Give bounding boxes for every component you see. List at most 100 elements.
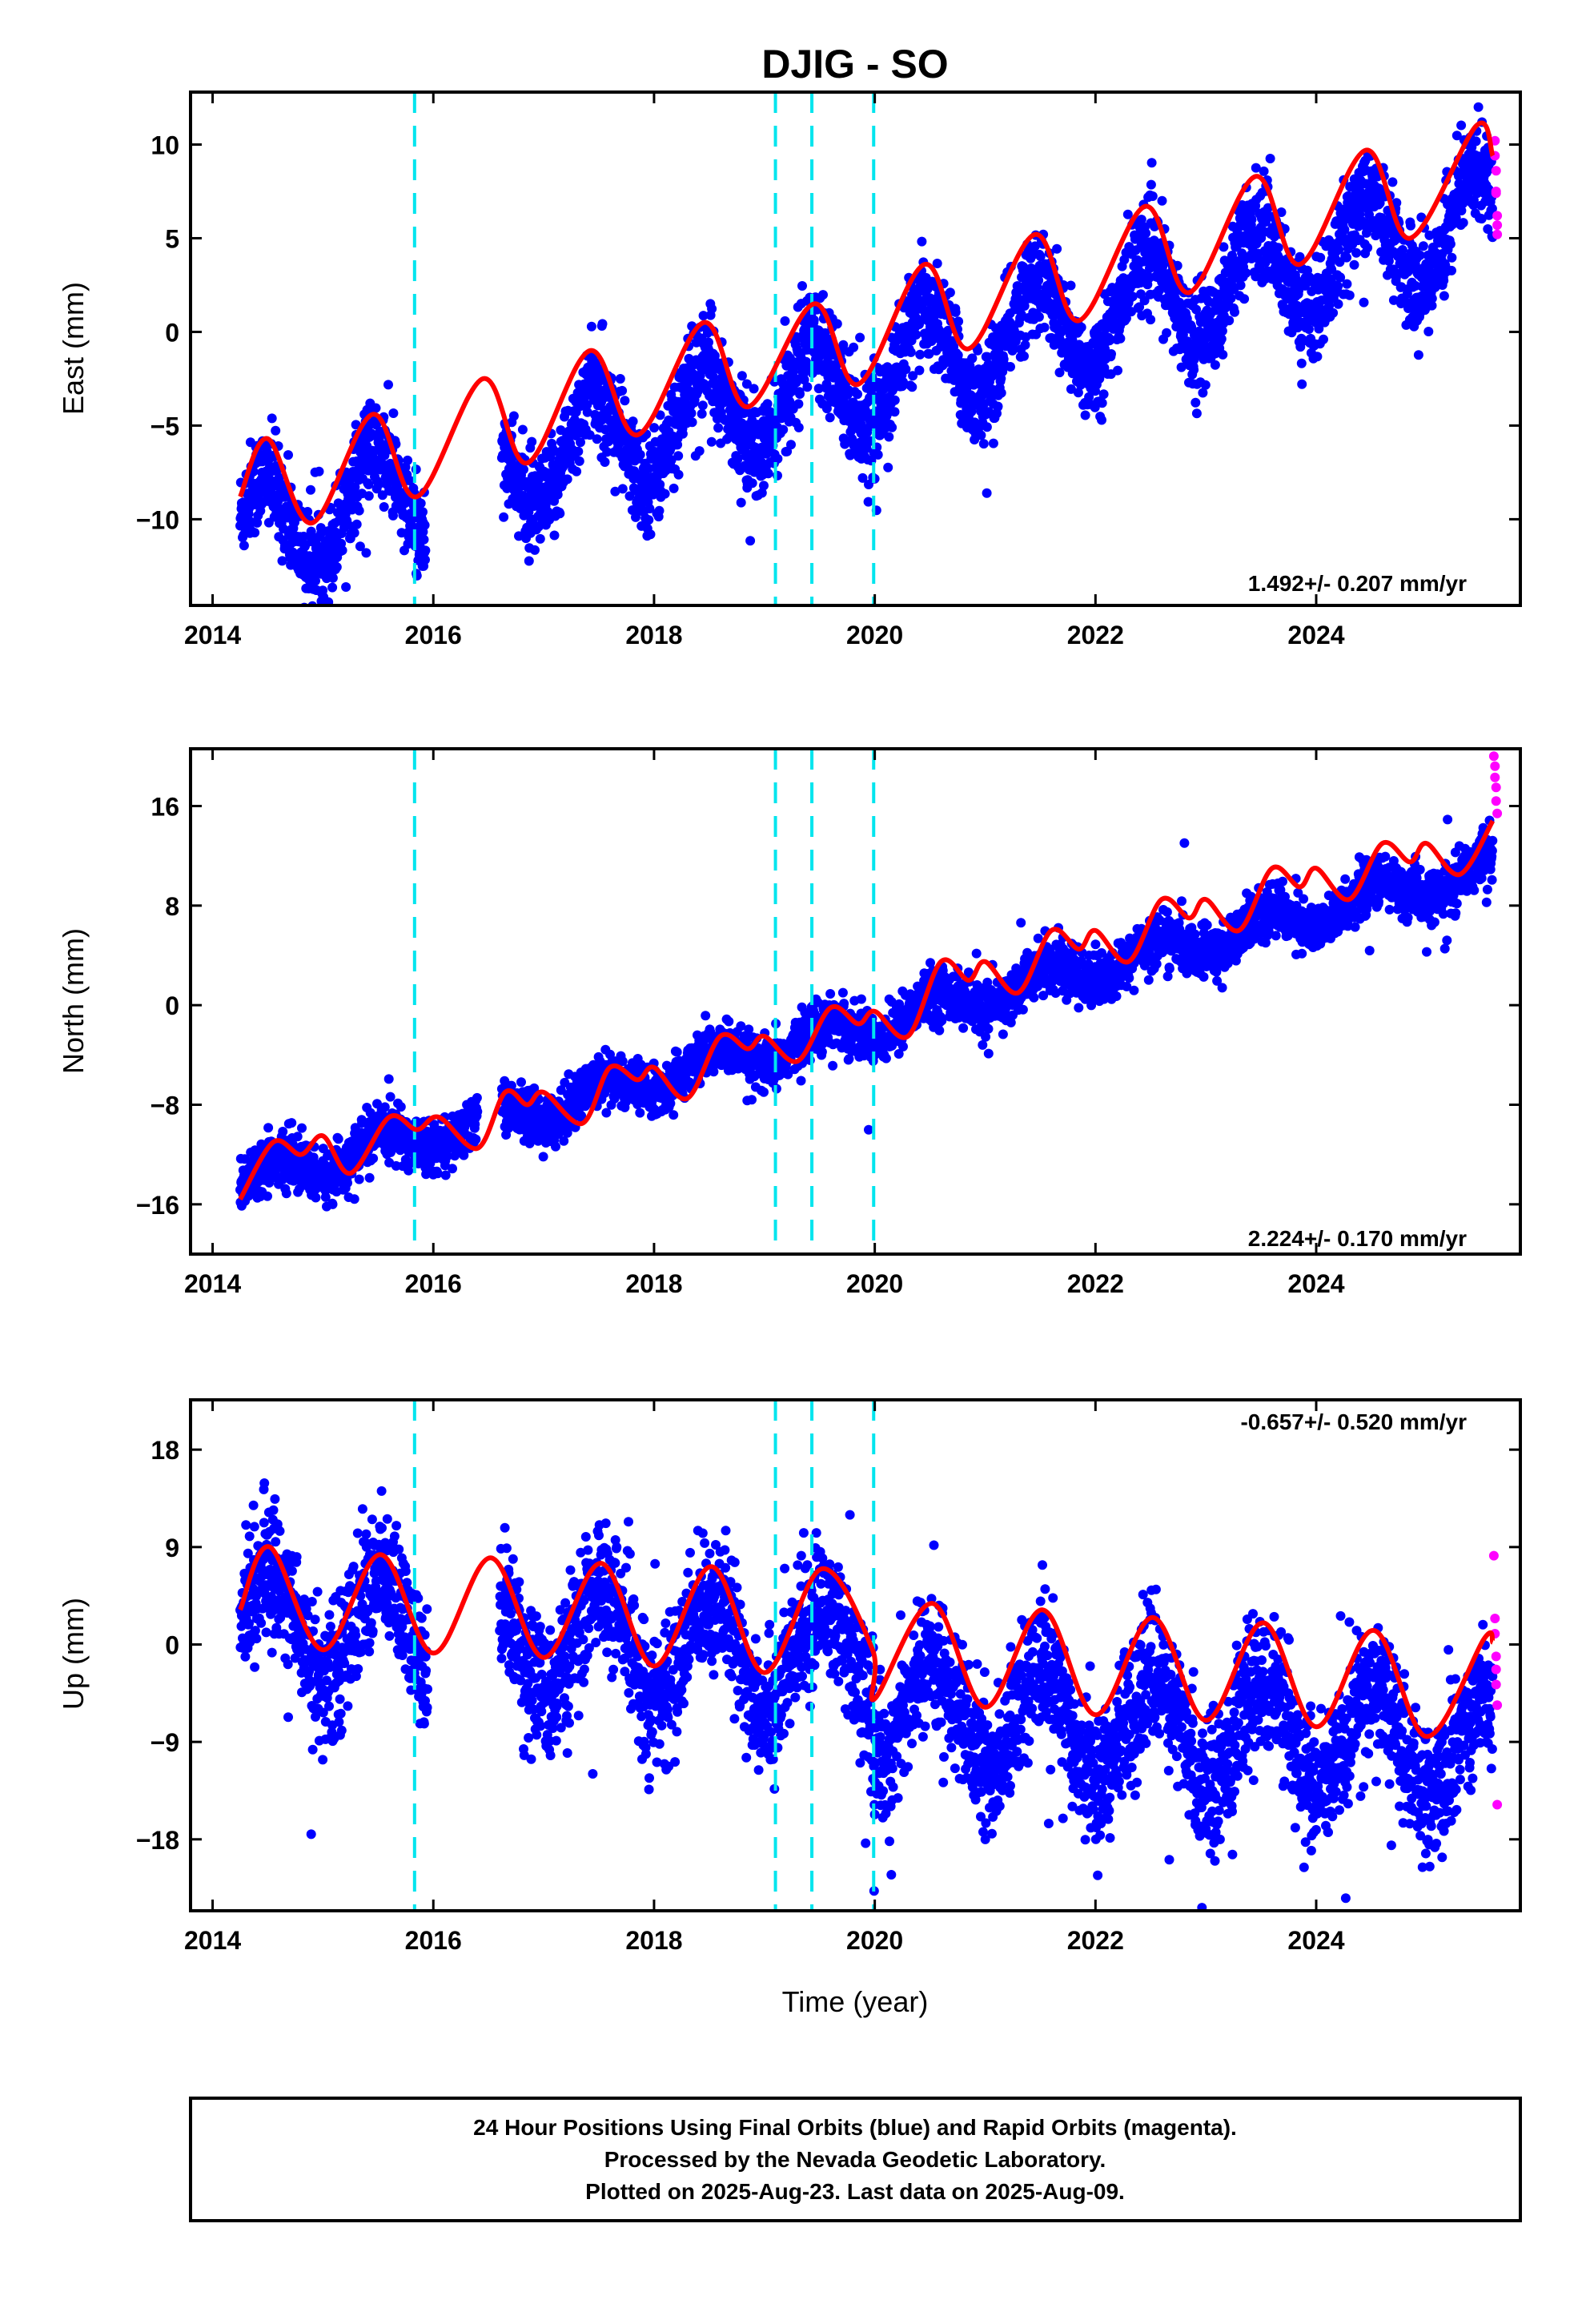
final-orbit-point [1066,280,1076,291]
final-orbit-point [706,436,717,447]
final-orbit-point [311,576,320,586]
final-orbit-point [1054,368,1065,378]
final-orbit-point [694,446,705,456]
rapid-orbit-point [1492,211,1503,221]
final-orbit-point [388,408,399,418]
final-orbit-point [863,497,873,507]
final-orbit-point [1406,220,1415,231]
final-orbit-point [320,1192,331,1202]
north-plot-area [235,749,1503,1254]
final-orbit-point [864,480,873,489]
final-orbit-point [901,364,911,375]
final-orbit-point [1136,215,1146,225]
final-orbit-point [1363,243,1373,253]
final-orbit-point [283,450,293,460]
final-orbit-point [873,449,883,460]
final-orbit-point [1335,272,1346,283]
final-orbit-point [306,485,315,495]
final-orbit-point [669,483,679,493]
final-orbit-point [1158,260,1168,271]
final-orbit-point [314,466,324,476]
final-orbit-point [1342,279,1352,289]
final-orbit-point [686,408,697,418]
final-orbit-point [757,488,767,498]
east-rate-label: 1.492+/- 0.207 mm/yr [1248,571,1467,596]
final-orbit-point [277,556,287,566]
final-orbit-point [780,316,790,326]
final-orbit-point [363,491,374,501]
final-orbit-point [628,416,638,427]
final-orbit-point [713,423,724,433]
final-orbit-point [1139,296,1150,306]
final-orbit-point [1146,179,1156,190]
final-orbit-point [1115,333,1126,344]
final-orbit-point [1186,322,1197,332]
final-orbit-point [1247,215,1257,225]
final-orbit-point [1073,388,1083,398]
final-orbit-point [1387,177,1398,187]
final-orbit-point [584,430,595,440]
final-orbit-point [303,507,313,517]
final-orbit-point [379,502,389,512]
final-orbit-point [707,304,717,314]
final-orbit-point [1439,291,1449,301]
final-orbit-point [922,284,933,295]
final-orbit-point [976,430,986,440]
final-orbit-point [1106,349,1116,359]
final-orbit-point [1314,324,1324,334]
final-orbit-point [1473,102,1484,112]
final-orbit-point [1413,350,1423,360]
final-orbit-point [1217,326,1227,336]
final-orbit-point [582,407,592,417]
final-orbit-point [1423,327,1434,336]
final-orbit-point [306,526,316,537]
chart-title: DJIG - SO [761,42,948,86]
final-orbit-point [1312,352,1323,362]
final-orbit-point [1334,244,1344,255]
final-orbit-point [853,389,862,400]
final-orbit-point [793,422,804,432]
final-orbit-point [1319,334,1328,344]
final-orbit-point [1427,300,1437,311]
final-orbit-point [907,382,917,392]
final-orbit-point [993,401,1003,412]
east-model-line [238,120,1496,526]
final-orbit-point [349,1194,359,1204]
final-orbit-point [1127,292,1138,302]
final-orbit-point [1295,251,1305,262]
final-orbit-point [299,531,309,541]
final-orbit-point [543,507,553,517]
final-orbit-point [239,541,249,551]
final-orbit-point [1019,351,1029,361]
final-orbit-point [388,510,398,521]
final-orbit-point [1415,250,1425,260]
final-orbit-point [279,524,288,534]
final-orbit-point [354,1174,364,1184]
final-orbit-point [1476,214,1487,224]
final-orbit-point [516,1077,526,1088]
final-orbit-point [1351,247,1362,258]
final-orbit-point [1146,158,1157,168]
final-orbit-point [600,457,610,467]
final-orbit-point [597,319,608,329]
final-orbit-point [802,382,813,392]
final-orbit-point [855,332,865,343]
final-orbit-point [602,447,612,457]
final-orbit-point [499,512,509,522]
final-orbit-point [1276,207,1287,217]
final-orbit-point [1146,315,1156,325]
final-orbit-point [1447,265,1456,275]
final-orbit-point [1066,384,1076,394]
final-orbit-point [673,469,684,480]
final-orbit-point [1297,379,1307,389]
final-orbit-point [749,384,759,394]
final-orbit-point [383,380,393,390]
final-orbit-point [645,529,656,540]
final-orbit-point [472,1107,483,1116]
final-orbit-point [795,389,805,399]
final-orbit-point [1439,275,1449,286]
final-orbit-point [337,545,347,556]
final-orbit-point [654,505,665,516]
final-orbit-point [1471,136,1481,147]
final-orbit-point [1263,203,1273,213]
